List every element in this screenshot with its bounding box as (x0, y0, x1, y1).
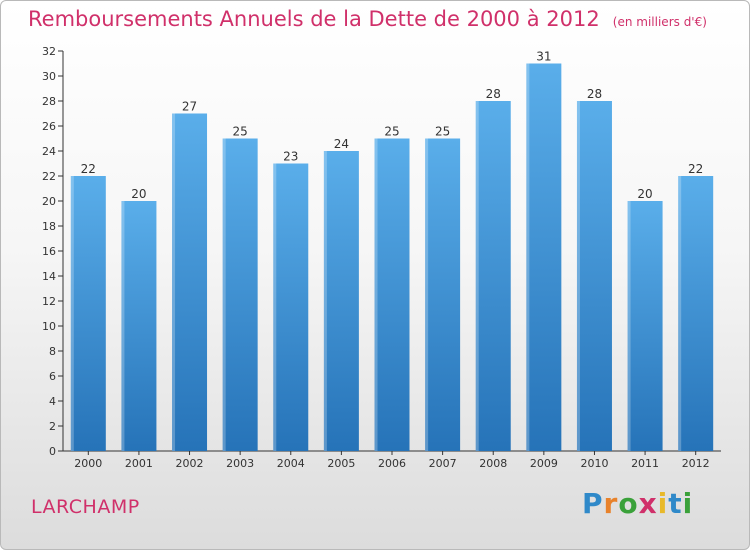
bar-highlight (425, 138, 429, 451)
chart-labels: 22 2000 20 2001 27 2002 25 2003 23 2004 24 2005 25 20… (74, 50, 709, 471)
x-tick-label: 2004 (277, 457, 305, 470)
chart-title-line: Remboursements Annuels de la Dette de 20… (28, 7, 707, 31)
y-tick-label: 28 (42, 95, 56, 108)
bar (475, 101, 511, 451)
bar-highlight (121, 201, 125, 451)
y-tick-label: 20 (42, 195, 56, 208)
bar-highlight (627, 201, 631, 451)
bar-value-label: 31 (536, 50, 551, 64)
bar (374, 138, 410, 451)
x-tick-label: 2001 (125, 457, 153, 470)
x-tick-label: 2008 (479, 457, 507, 470)
bar-value-label: 20 (131, 187, 146, 201)
y-tick-label: 16 (42, 245, 56, 258)
brand-letter: x (638, 487, 658, 520)
bar-value-label: 27 (182, 100, 197, 114)
bar (526, 63, 562, 451)
bar-value-label: 23 (283, 150, 298, 164)
commune-name: LARCHAMP (31, 496, 140, 518)
y-tick-label: 22 (42, 170, 56, 183)
brand-letter: i (682, 487, 694, 520)
x-tick-label: 2003 (226, 457, 254, 470)
brand-letter: o (618, 487, 639, 520)
bar-value-label: 25 (435, 125, 450, 139)
proxiti-logo: Proxiti (582, 487, 693, 520)
bar-highlight (70, 176, 74, 451)
bar-highlight (374, 138, 378, 451)
bar-value-label: 22 (81, 162, 96, 176)
bar (323, 151, 359, 451)
bar-value-label: 25 (233, 125, 248, 139)
x-tick-label: 2010 (580, 457, 608, 470)
bar (425, 138, 461, 451)
bar (70, 176, 106, 451)
y-tick-label: 6 (49, 370, 56, 383)
x-tick-label: 2005 (327, 457, 355, 470)
brand-letter: P (582, 487, 604, 520)
bar-value-label: 20 (637, 187, 652, 201)
bar (172, 113, 208, 451)
y-tick-label: 24 (42, 145, 56, 158)
x-tick-label: 2011 (631, 457, 659, 470)
x-tick-label: 2006 (378, 457, 406, 470)
bar (273, 163, 309, 451)
bar-highlight (576, 101, 580, 451)
bar-highlight (678, 176, 682, 451)
bar-value-label: 28 (587, 87, 602, 101)
bar-highlight (273, 163, 277, 451)
bar-highlight (323, 151, 327, 451)
y-tick-label: 2 (49, 420, 56, 433)
x-tick-label: 2000 (74, 457, 102, 470)
y-tick-label: 30 (42, 70, 56, 83)
x-tick-label: 2012 (682, 457, 710, 470)
chart-bars (70, 63, 714, 451)
bar-value-label: 22 (688, 162, 703, 176)
brand-letter: i (657, 487, 669, 520)
y-tick-label: 26 (42, 120, 56, 133)
brand-letter: r (603, 487, 619, 520)
bar (222, 138, 258, 451)
x-tick-label: 2007 (429, 457, 457, 470)
y-tick-label: 10 (42, 320, 56, 333)
y-tick-label: 8 (49, 345, 56, 358)
bar-value-label: 25 (384, 125, 399, 139)
chart-title: Remboursements Annuels de la Dette de 20… (28, 7, 600, 31)
bar-highlight (475, 101, 479, 451)
x-tick-label: 2009 (530, 457, 558, 470)
y-tick-label: 0 (49, 445, 56, 458)
bar-value-label: 24 (334, 137, 349, 151)
y-tick-label: 32 (42, 45, 56, 58)
bar-highlight (222, 138, 226, 451)
chart-unit-note: (en milliers d'€) (612, 15, 707, 29)
bar (576, 101, 612, 451)
y-tick-label: 12 (42, 295, 56, 308)
y-tick-label: 4 (49, 395, 56, 408)
bar-value-label: 28 (486, 87, 501, 101)
y-tick-label: 18 (42, 220, 56, 233)
bar (121, 201, 157, 451)
x-tick-label: 2002 (176, 457, 204, 470)
bar (627, 201, 663, 451)
bar (678, 176, 714, 451)
bar-highlight (526, 63, 530, 451)
brand-letter: t (668, 487, 683, 520)
y-tick-label: 14 (42, 270, 56, 283)
bar-highlight (172, 113, 176, 451)
